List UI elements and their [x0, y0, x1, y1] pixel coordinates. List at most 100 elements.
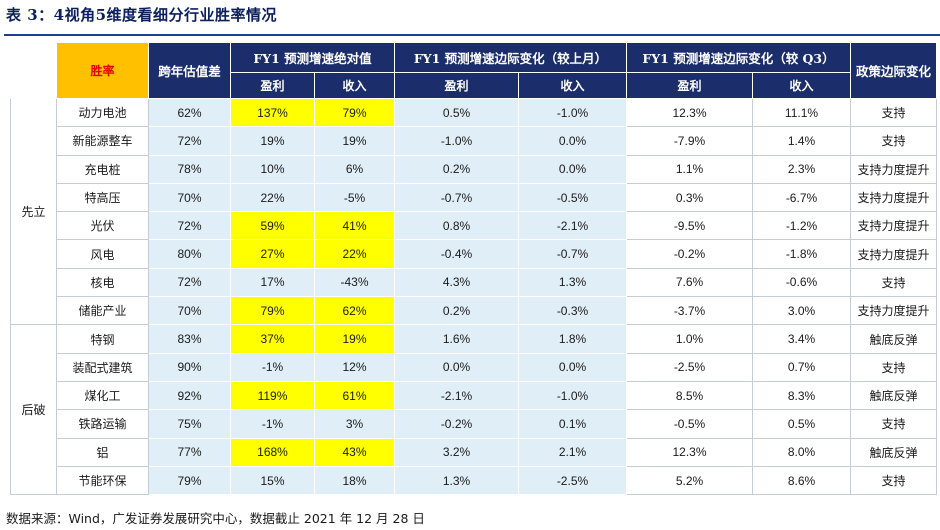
- fy1-q3-revenue-cell: 2.3%: [752, 154, 851, 184]
- fy1-mom-revenue-cell: -0.3%: [518, 296, 627, 326]
- industry-name: 节能环保: [56, 465, 149, 496]
- fy1-q3-profit-cell: -3.7%: [626, 296, 753, 326]
- fy1-q3-revenue-cell: 11.1%: [752, 97, 851, 128]
- valuation-gap-cell: 90%: [148, 352, 231, 382]
- fy1-abs-revenue-cell: 12%: [314, 352, 395, 382]
- page-title: 表 3：4视角5维度看细分行业胜率情况: [6, 6, 278, 24]
- header-fy1-absolute: FY1 预测增速绝对值: [230, 42, 395, 73]
- policy-change-cell: 支持力度提升: [850, 182, 937, 213]
- valuation-gap-cell: 72%: [148, 211, 231, 241]
- table-row: 风电 80% 27% 22% -0.4% -0.7% -0.2% -1.8% 支持力度提升: [11, 239, 937, 269]
- fy1-mom-revenue-cell: 2.1%: [518, 437, 627, 467]
- policy-change-cell: 支持: [850, 126, 937, 156]
- policy-change-cell: 支持力度提升: [850, 154, 937, 184]
- fy1-mom-profit-cell: -0.4%: [394, 239, 519, 269]
- table-row: 铝 77% 168% 43% 3.2% 2.1% 12.3% 8.0% 触底反弹: [11, 437, 937, 467]
- fy1-abs-profit-cell: 137%: [230, 97, 315, 128]
- valuation-gap-cell: 75%: [148, 409, 231, 439]
- fy1-abs-revenue-cell: 61%: [314, 380, 395, 411]
- fy1-q3-profit-cell: 1.1%: [626, 154, 753, 184]
- fy1-q3-profit-cell: 8.5%: [626, 380, 753, 411]
- fy1-mom-revenue-cell: 0.0%: [518, 154, 627, 184]
- fy1-mom-profit-cell: 0.0%: [394, 352, 519, 382]
- table-row: 光伏 72% 59% 41% 0.8% -2.1% -9.5% -1.2% 支持力度提升: [11, 211, 937, 241]
- fy1-mom-revenue-cell: 1.8%: [518, 324, 627, 354]
- industry-name: 煤化工: [56, 380, 149, 411]
- fy1-mom-revenue-cell: 0.1%: [518, 409, 627, 439]
- fy1-mom-profit-cell: -0.2%: [394, 409, 519, 439]
- header-win-rate: 胜率: [56, 42, 149, 99]
- valuation-gap-cell: 72%: [148, 126, 231, 156]
- table-row: 核电 72% 17% -43% 4.3% 1.3% 7.6% -0.6% 支持: [11, 267, 937, 298]
- fy1-mom-profit-cell: -0.7%: [394, 182, 519, 213]
- fy1-q3-profit-cell: -0.2%: [626, 239, 753, 269]
- policy-change-cell: 触底反弹: [850, 437, 937, 467]
- fy1-abs-revenue-cell: 62%: [314, 296, 395, 326]
- table-row: 后破 特钢 83% 37% 19% 1.6% 1.8% 1.0% 3.4% 触底反弹: [10, 324, 937, 496]
- fy1-q3-revenue-cell: -1.2%: [752, 211, 851, 241]
- fy1-mom-revenue-cell: -1.0%: [518, 380, 627, 411]
- subheader-revenue: 收入: [314, 72, 395, 99]
- header-fy1-q3: FY1 预测增速边际变化（较 Q3）: [626, 42, 851, 73]
- fy1-mom-profit-cell: 3.2%: [394, 437, 519, 467]
- header-valuation-gap: 跨年估值差: [148, 42, 231, 99]
- fy1-mom-revenue-cell: -2.5%: [518, 465, 627, 496]
- industry-name: 光伏: [56, 211, 149, 241]
- table-row: 煤化工 92% 119% 61% -2.1% -1.0% 8.5% 8.3% 触底反弹: [11, 380, 937, 411]
- policy-change-cell: 触底反弹: [850, 324, 937, 354]
- fy1-abs-profit-cell: 59%: [230, 211, 315, 241]
- fy1-abs-profit-cell: 119%: [230, 380, 315, 411]
- fy1-q3-revenue-cell: -1.8%: [752, 239, 851, 269]
- valuation-gap-cell: 70%: [148, 296, 231, 326]
- data-source-note: 数据来源：Wind，广发证券发展研究中心，数据截止 2021 年 12 月 28…: [6, 511, 425, 526]
- group-label: 后破: [10, 324, 57, 496]
- fy1-abs-revenue-cell: 22%: [314, 239, 395, 269]
- fy1-abs-revenue-cell: 6%: [314, 154, 395, 184]
- fy1-abs-revenue-cell: 43%: [314, 437, 395, 467]
- fy1-abs-profit-cell: 79%: [230, 296, 315, 326]
- fy1-mom-profit-cell: 1.3%: [394, 465, 519, 496]
- fy1-q3-profit-cell: -7.9%: [626, 126, 753, 156]
- header-policy: 政策边际变化: [850, 42, 937, 99]
- industry-name: 铝: [56, 437, 149, 467]
- policy-change-cell: 支持力度提升: [850, 296, 937, 326]
- industry-name: 特高压: [56, 182, 149, 213]
- table-row: 新能源整车 72% 19% 19% -1.0% 0.0% -7.9% 1.4% 支持: [11, 126, 937, 156]
- group-label: 先立: [10, 97, 57, 326]
- fy1-abs-profit-cell: 27%: [230, 239, 315, 269]
- fy1-mom-profit-cell: -1.0%: [394, 126, 519, 156]
- fy1-abs-revenue-cell: 79%: [314, 97, 395, 128]
- fy1-abs-profit-cell: 17%: [230, 267, 315, 298]
- policy-change-cell: 支持力度提升: [850, 239, 937, 269]
- policy-change-cell: 触底反弹: [850, 380, 937, 411]
- fy1-mom-revenue-cell: -1.0%: [518, 97, 627, 128]
- fy1-q3-profit-cell: -2.5%: [626, 352, 753, 382]
- policy-change-cell: 支持: [850, 267, 937, 298]
- fy1-q3-revenue-cell: 8.0%: [752, 437, 851, 467]
- fy1-mom-profit-cell: 0.8%: [394, 211, 519, 241]
- fy1-abs-revenue-cell: 3%: [314, 409, 395, 439]
- valuation-gap-cell: 78%: [148, 154, 231, 184]
- fy1-q3-revenue-cell: -0.6%: [752, 267, 851, 298]
- fy1-q3-revenue-cell: 3.4%: [752, 324, 851, 354]
- industry-name: 风电: [56, 239, 149, 269]
- fy1-abs-revenue-cell: -43%: [314, 267, 395, 298]
- table-row: 储能产业 70% 79% 62% 0.2% -0.3% -3.7% 3.0% 支持力度提升: [11, 296, 937, 326]
- fy1-q3-revenue-cell: 0.5%: [752, 409, 851, 439]
- fy1-abs-revenue-cell: 41%: [314, 211, 395, 241]
- fy1-abs-profit-cell: 37%: [230, 324, 315, 354]
- fy1-abs-profit-cell: 15%: [230, 465, 315, 496]
- fy1-mom-profit-cell: 4.3%: [394, 267, 519, 298]
- fy1-mom-profit-cell: 0.2%: [394, 296, 519, 326]
- fy1-q3-revenue-cell: 3.0%: [752, 296, 851, 326]
- industry-name: 特钢: [56, 324, 149, 354]
- policy-change-cell: 支持: [850, 409, 937, 439]
- fy1-q3-profit-cell: 7.6%: [626, 267, 753, 298]
- fy1-q3-revenue-cell: 8.3%: [752, 380, 851, 411]
- fy1-abs-profit-cell: 22%: [230, 182, 315, 213]
- subheader-revenue: 收入: [752, 72, 851, 99]
- fy1-q3-profit-cell: 12.3%: [626, 97, 753, 128]
- fy1-q3-profit-cell: -0.5%: [626, 409, 753, 439]
- table-row: 装配式建筑 90% -1% 12% 0.0% 0.0% -2.5% 0.7% 支持: [11, 352, 937, 382]
- fy1-mom-revenue-cell: -2.1%: [518, 211, 627, 241]
